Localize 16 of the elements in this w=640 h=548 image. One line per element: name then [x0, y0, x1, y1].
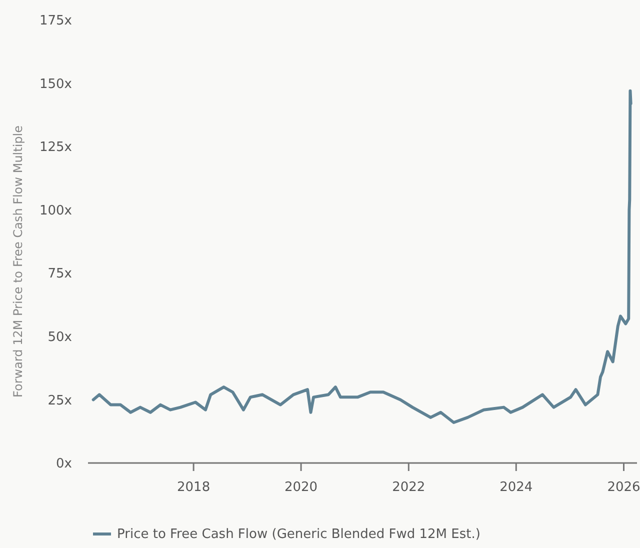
x-tick-label: 2026 [607, 480, 640, 495]
x-tick-label: 2020 [284, 480, 318, 495]
legend-label: Price to Free Cash Flow (Generic Blended Fwd 12M Est.) [117, 527, 480, 542]
x-tick-label: 2024 [500, 480, 533, 495]
y-tick-label: 25x [48, 393, 72, 408]
x-tick-label: 2022 [392, 480, 426, 495]
y-tick-label: 175x [39, 14, 72, 29]
y-tick-label: 0x [56, 456, 72, 472]
y-axis-title: Forward 12M Price to Free Cash Flow Multiple [11, 125, 25, 398]
y-tick-label: 125x [39, 140, 72, 156]
y-tick-label: 150x [39, 76, 72, 92]
line-series [92, 89, 632, 424]
y-tick-label: 75x [48, 266, 72, 282]
y-tick-label: 50x [48, 330, 72, 345]
x-tick-label: 2018 [177, 480, 210, 495]
y-tick-label: 100x [39, 203, 72, 218]
